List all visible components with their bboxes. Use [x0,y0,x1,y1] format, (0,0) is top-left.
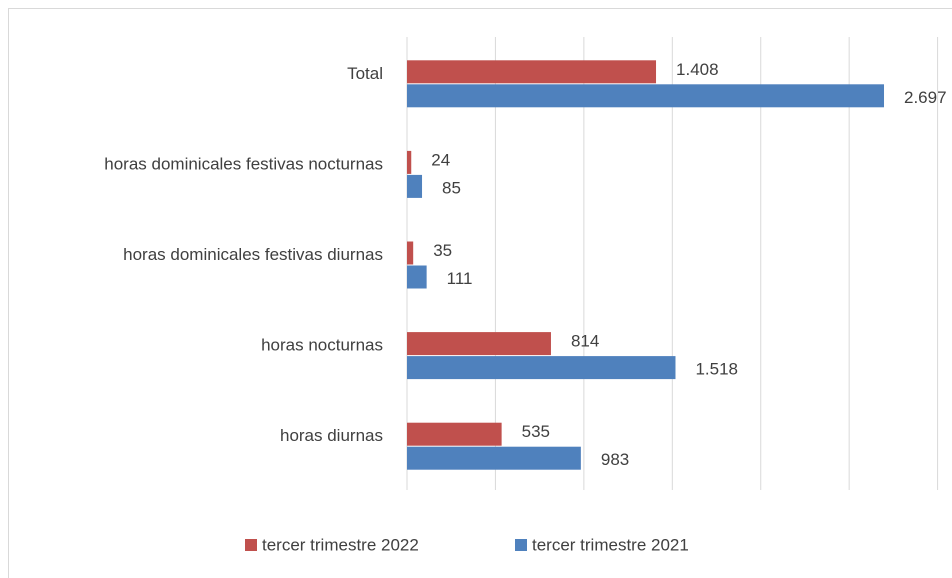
bar [407,265,427,289]
data-label: 85 [442,178,461,197]
data-label: 535 [522,422,550,441]
bar [407,150,412,174]
bar [407,174,423,198]
bar [407,84,885,108]
y-tick-label: horas diurnas [280,426,383,445]
y-tick-label: horas dominicales festivas nocturnas [104,154,383,173]
bar [407,446,581,470]
bar [407,332,551,356]
bar [407,356,676,380]
legend-swatch [515,539,527,551]
legend-label: tercer trimestre 2022 [262,535,419,554]
data-label: 1.408 [676,60,719,79]
data-label: 814 [571,332,599,351]
data-label: 111 [447,269,473,288]
bar [407,241,414,265]
data-label: 1.518 [695,360,738,379]
bar [407,60,657,84]
data-label: 35 [433,241,452,260]
legend-label: tercer trimestre 2021 [532,535,689,554]
y-tick-label: horas nocturnas [261,336,383,355]
bar [407,422,502,446]
y-tick-label: Total [347,64,383,83]
data-label: 983 [601,450,629,469]
data-label: 2.697 [904,88,947,107]
legend-swatch [245,539,257,551]
y-tick-label: horas dominicales festivas diurnas [123,245,383,264]
data-label: 24 [431,150,450,169]
